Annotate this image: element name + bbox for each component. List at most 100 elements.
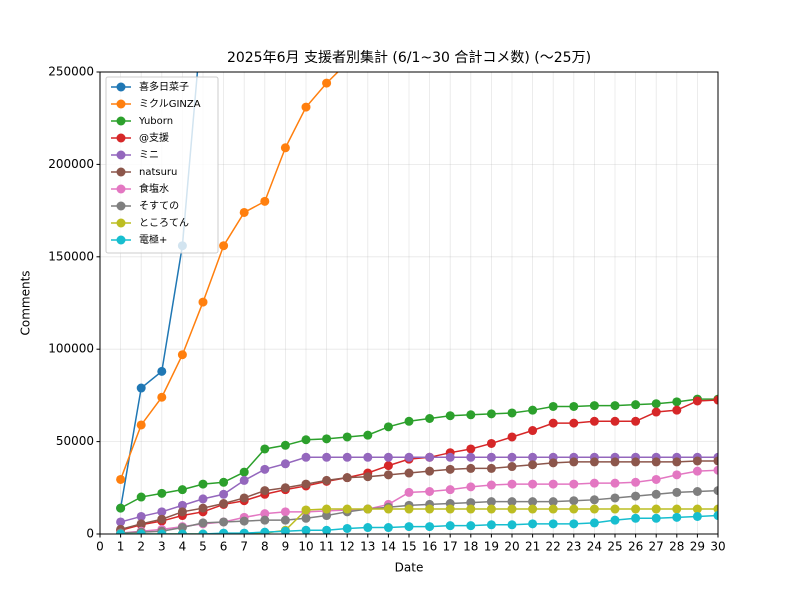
data-point bbox=[342, 523, 352, 533]
y-axis-label: Comments bbox=[19, 270, 33, 335]
x-tick-label: 29 bbox=[690, 540, 705, 554]
data-point bbox=[177, 523, 187, 533]
data-point bbox=[157, 514, 167, 524]
data-point bbox=[486, 463, 496, 473]
data-point bbox=[239, 207, 249, 217]
data-point bbox=[280, 440, 290, 450]
data-point bbox=[466, 463, 476, 473]
data-point bbox=[548, 458, 558, 468]
data-point bbox=[713, 395, 718, 405]
data-point bbox=[466, 410, 476, 420]
data-point bbox=[404, 416, 414, 426]
data-point bbox=[425, 414, 435, 423]
data-point bbox=[280, 515, 290, 525]
legend-marker bbox=[116, 201, 126, 211]
data-point bbox=[177, 507, 187, 517]
data-point bbox=[301, 505, 311, 515]
x-tick-label: 16 bbox=[422, 540, 437, 554]
data-point bbox=[280, 526, 290, 534]
data-point bbox=[404, 504, 414, 514]
y-tick-label: 200000 bbox=[48, 157, 94, 171]
y-tick-label: 50000 bbox=[56, 434, 94, 448]
x-tick-label: 30 bbox=[710, 540, 725, 554]
legend-marker bbox=[116, 167, 126, 177]
data-point bbox=[219, 528, 229, 534]
data-point bbox=[466, 482, 476, 492]
data-point bbox=[383, 461, 393, 471]
data-point bbox=[692, 486, 702, 496]
data-point bbox=[239, 467, 249, 477]
data-point bbox=[713, 465, 718, 475]
legend-marker bbox=[116, 99, 126, 109]
data-point bbox=[651, 504, 661, 514]
data-point bbox=[651, 457, 661, 467]
data-point bbox=[672, 512, 682, 522]
data-point bbox=[260, 196, 270, 206]
data-point bbox=[507, 432, 517, 442]
legend-label: 電極+ bbox=[139, 233, 167, 246]
data-point bbox=[631, 504, 641, 514]
data-point bbox=[260, 464, 270, 474]
x-tick-label: 27 bbox=[649, 540, 664, 554]
data-point bbox=[322, 525, 332, 534]
data-point bbox=[198, 529, 208, 534]
data-point bbox=[507, 452, 517, 462]
legend-label: 食塩水 bbox=[139, 182, 169, 195]
data-point bbox=[692, 396, 702, 406]
x-tick-label: 14 bbox=[381, 540, 396, 554]
data-point bbox=[466, 498, 476, 508]
data-point bbox=[466, 521, 476, 531]
data-point bbox=[589, 401, 599, 411]
data-point bbox=[301, 513, 311, 523]
data-point bbox=[363, 523, 373, 533]
data-point bbox=[301, 525, 311, 534]
data-point bbox=[672, 397, 682, 407]
data-point bbox=[342, 452, 352, 462]
data-point bbox=[301, 102, 311, 112]
data-point bbox=[548, 504, 558, 514]
data-point bbox=[466, 504, 476, 514]
data-point bbox=[342, 473, 352, 483]
data-point bbox=[198, 494, 208, 504]
x-tick-label: 5 bbox=[199, 540, 207, 554]
data-point bbox=[239, 528, 249, 534]
data-point bbox=[322, 475, 332, 485]
data-point bbox=[177, 485, 187, 495]
legend-marker bbox=[116, 184, 126, 194]
x-tick-label: 11 bbox=[319, 540, 334, 554]
data-point bbox=[404, 468, 414, 478]
data-point bbox=[486, 480, 496, 490]
x-tick-label: 7 bbox=[240, 540, 248, 554]
x-tick-label: 12 bbox=[340, 540, 355, 554]
data-point bbox=[507, 462, 517, 472]
legend-marker bbox=[116, 218, 126, 228]
y-tick-label: 100000 bbox=[48, 342, 94, 356]
data-point bbox=[383, 504, 393, 514]
data-point bbox=[610, 504, 620, 514]
data-point bbox=[548, 418, 558, 428]
data-point bbox=[548, 479, 558, 489]
data-point bbox=[136, 529, 146, 534]
data-point bbox=[239, 475, 249, 485]
data-point bbox=[342, 504, 352, 514]
data-point bbox=[198, 479, 208, 489]
data-point bbox=[548, 497, 558, 507]
data-point bbox=[631, 416, 641, 426]
data-point bbox=[548, 519, 558, 529]
data-point bbox=[672, 487, 682, 497]
data-point bbox=[322, 78, 332, 88]
data-point bbox=[507, 497, 517, 507]
x-tick-label: 3 bbox=[158, 540, 166, 554]
data-point bbox=[610, 493, 620, 503]
data-point bbox=[713, 486, 718, 496]
legend-box bbox=[105, 76, 219, 254]
data-point bbox=[528, 460, 538, 470]
data-point bbox=[301, 452, 311, 462]
x-tick-label: 18 bbox=[463, 540, 478, 554]
data-point bbox=[569, 519, 579, 529]
data-point bbox=[569, 504, 579, 514]
data-point bbox=[651, 407, 661, 417]
data-point bbox=[116, 503, 126, 513]
data-point bbox=[157, 529, 167, 534]
y-tick-label: 150000 bbox=[48, 249, 94, 263]
